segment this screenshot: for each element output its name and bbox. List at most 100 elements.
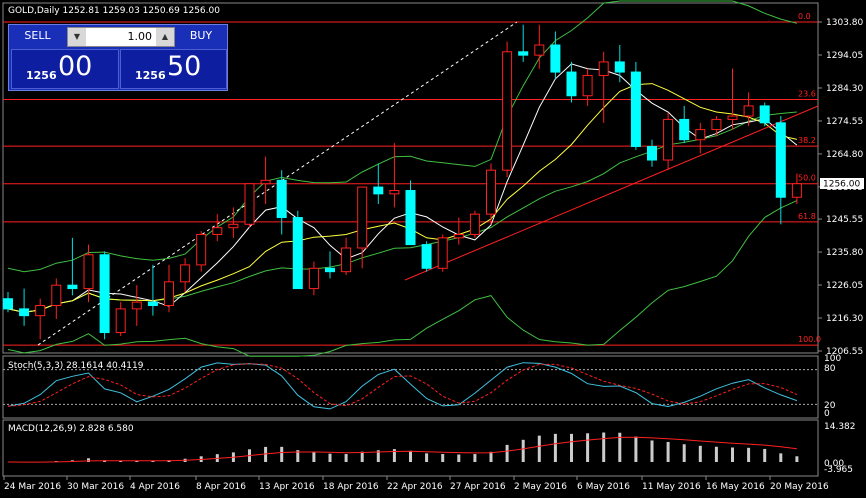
- fast-ma-line: [7, 63, 798, 313]
- candle-body: [276, 179, 287, 219]
- candle-body: [695, 129, 706, 141]
- date-tick-label: 11 May 2016: [642, 482, 701, 492]
- bb-lower-line: [7, 200, 798, 357]
- sell-button[interactable]: SELL: [24, 29, 51, 42]
- date-tick-label: 18 Apr 2016: [323, 482, 379, 492]
- date-tick-label: 13 Apr 2016: [259, 482, 315, 492]
- candle-body: [598, 61, 609, 76]
- candle-body: [550, 44, 561, 73]
- price-tick-label: 1303.80: [826, 18, 863, 28]
- candle-body: [469, 213, 480, 235]
- stoch-level-label: 100: [824, 354, 841, 364]
- macd-level-label: 0.00: [824, 459, 844, 469]
- candle-body: [534, 44, 545, 56]
- date-tick-label: 30 Mar 2016: [67, 482, 124, 492]
- macd-level-label: -3.965: [824, 465, 853, 475]
- stoch-level-label: 20: [824, 401, 836, 411]
- candle-body: [147, 301, 158, 306]
- candle-body: [663, 118, 674, 161]
- candle-body: [373, 186, 384, 195]
- candle-body: [486, 169, 496, 215]
- candle-body: [711, 118, 722, 131]
- sell-price-box[interactable]: 1256 00: [11, 49, 119, 89]
- candle-body: [212, 227, 223, 235]
- date-tick-label: 20 May 2016: [770, 482, 829, 492]
- one-click-trading-panel: SELL ▼ 1.00 ▲ BUY 1256 00 1256 50: [8, 24, 228, 91]
- candle-body: [518, 51, 529, 56]
- candle-body: [308, 267, 319, 290]
- ohlc-values: 1252.81 1259.03 1250.69 1256.00: [62, 6, 220, 16]
- price-tick-label: 1294.05: [826, 51, 863, 61]
- candle-body: [791, 183, 802, 198]
- candle-body: [3, 298, 13, 310]
- date-tick-label: 6 May 2016: [577, 482, 630, 492]
- price-tick-label: 1274.55: [826, 117, 863, 127]
- candle-body: [131, 301, 142, 310]
- candle-body: [228, 223, 239, 229]
- macd-label: MACD(12,26,9) 2.828 6.580: [8, 424, 134, 434]
- candle-body: [421, 244, 432, 269]
- date-axis: 24 Mar 2016 30 Mar 2016 4 Apr 2016 8 Apr 20…: [3, 476, 829, 492]
- buy-price-prefix: 1256: [135, 69, 166, 82]
- date-tick-label: 16 May 2016: [706, 482, 765, 492]
- candle-body: [35, 304, 46, 317]
- stoch-k-line: [7, 362, 798, 410]
- buy-price-pips: 50: [167, 51, 202, 82]
- lot-size-field[interactable]: ▼ 1.00 ▲: [67, 27, 175, 47]
- sell-price-pips: 00: [58, 51, 93, 82]
- lot-size-value[interactable]: 1.00: [127, 30, 153, 43]
- candle-body: [180, 264, 191, 283]
- decrease-lot-icon[interactable]: ▼: [68, 28, 86, 46]
- candle-body: [67, 284, 78, 290]
- candle-body: [453, 233, 464, 239]
- macd-panel-frame: [2, 419, 819, 477]
- fib-level-label: 61.8: [798, 212, 816, 221]
- candle-body: [775, 122, 786, 198]
- fib-level-label: 100.0: [798, 335, 821, 344]
- candle-body: [357, 186, 368, 249]
- fib-level-label: 23.6: [798, 89, 816, 98]
- candle-body: [743, 105, 754, 117]
- increase-lot-icon[interactable]: ▲: [156, 28, 174, 46]
- candle-body: [759, 105, 770, 124]
- fib-level-label: 50.0: [798, 174, 816, 183]
- date-tick-label: 4 Apr 2016: [130, 482, 180, 492]
- candle-body: [115, 308, 126, 334]
- trendline[interactable]: [404, 105, 819, 281]
- candle-body: [164, 281, 174, 306]
- candle-body: [502, 51, 513, 171]
- candle-body: [19, 308, 30, 317]
- date-tick-label: 24 Mar 2016: [4, 482, 61, 492]
- candle-body: [260, 179, 271, 185]
- macd-histogram: 14.382 0.00-3.965: [7, 422, 856, 475]
- price-tick-label: 1226.05: [826, 281, 863, 291]
- buy-price-box[interactable]: 1256 50: [120, 49, 227, 89]
- price-tick-label: 1264.80: [826, 150, 863, 160]
- fib-level-label: 38.2: [798, 136, 816, 145]
- stoch-level-label: 0: [824, 409, 830, 419]
- candle-body: [325, 267, 335, 273]
- candle-body: [582, 74, 593, 97]
- main-chart-frame: [2, 2, 819, 354]
- date-tick-label: 2 May 2016: [514, 482, 567, 492]
- stoch-panel-frame: [2, 355, 819, 419]
- candle-body: [647, 145, 657, 161]
- date-tick-label: 27 Apr 2016: [450, 482, 506, 492]
- bb-middle-line: [7, 111, 797, 313]
- price-tick-label: 1245.55: [826, 215, 863, 225]
- date-tick-label: 22 Apr 2016: [387, 482, 443, 492]
- candle-body: [83, 254, 94, 290]
- moving-averages: [7, 63, 798, 313]
- date-tick-label: 8 Apr 2016: [196, 482, 246, 492]
- candle-body: [99, 254, 110, 334]
- buy-button[interactable]: BUY: [189, 29, 213, 42]
- stoch-label: Stoch(5,3,3) 28.1614 40.4119: [8, 361, 144, 371]
- stoch-d-line: [7, 363, 798, 407]
- candle-body: [630, 71, 641, 147]
- candlesticks: [3, 24, 802, 340]
- candle-body: [566, 71, 577, 97]
- macd-level-label: 14.382: [824, 422, 856, 432]
- slow-ma-line: [7, 83, 798, 313]
